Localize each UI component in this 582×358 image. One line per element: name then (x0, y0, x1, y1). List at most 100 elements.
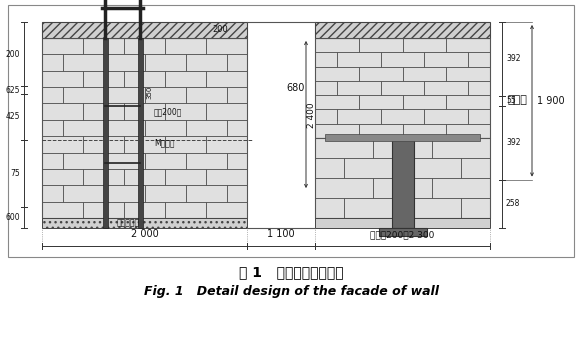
Bar (42, 169, 83, 185)
Bar (165, 71, 206, 87)
Bar (165, 38, 206, 54)
Bar (83, 169, 124, 185)
Bar (403, 67, 446, 81)
Bar (206, 169, 247, 185)
Bar (42, 38, 247, 218)
Bar (468, 110, 490, 124)
Bar (144, 87, 186, 103)
Bar (144, 54, 186, 71)
Text: 混凝土反坎: 混凝土反坎 (116, 218, 140, 227)
Text: 680: 680 (286, 83, 304, 93)
Bar (186, 54, 226, 71)
Bar (315, 178, 373, 198)
Bar (461, 158, 490, 178)
Bar (315, 95, 359, 110)
Bar (186, 87, 226, 103)
Bar (373, 138, 432, 158)
Bar (424, 52, 468, 67)
Bar (42, 22, 247, 38)
Bar (83, 71, 124, 87)
Text: 200: 200 (212, 25, 228, 34)
Bar (104, 153, 144, 169)
Bar (359, 124, 403, 138)
Bar (206, 136, 247, 153)
Text: 1 900: 1 900 (537, 96, 565, 106)
Bar (403, 124, 446, 138)
Bar (468, 81, 490, 95)
Text: Fig. 1   Detail design of the facade of wall: Fig. 1 Detail design of the facade of wa… (144, 285, 438, 299)
Text: 1 100: 1 100 (267, 229, 295, 239)
Bar (315, 110, 337, 124)
Bar (144, 153, 186, 169)
Bar (186, 120, 226, 136)
Bar (42, 136, 83, 153)
Bar (42, 87, 62, 103)
Bar (62, 54, 104, 71)
Bar (104, 120, 144, 136)
Bar (42, 185, 62, 202)
Bar (315, 198, 344, 218)
Bar (103, 38, 108, 228)
Bar (165, 103, 206, 120)
Bar (42, 103, 83, 120)
Text: 625: 625 (5, 86, 20, 95)
Text: 图 1   墙立面深化作业图: 图 1 墙立面深化作业图 (239, 265, 343, 279)
Bar (104, 87, 144, 103)
Bar (83, 202, 124, 218)
Bar (226, 87, 247, 103)
Bar (42, 153, 62, 169)
Bar (315, 38, 490, 138)
Bar (124, 71, 165, 87)
Text: 600: 600 (5, 213, 20, 222)
Bar (83, 103, 124, 120)
Bar (165, 136, 206, 153)
Text: M水平线: M水平线 (154, 139, 175, 147)
Bar (403, 95, 446, 110)
Text: 2 400: 2 400 (307, 102, 315, 128)
Bar (359, 38, 403, 52)
Bar (337, 81, 381, 95)
Bar (124, 38, 165, 54)
Bar (62, 87, 104, 103)
Bar (206, 103, 247, 120)
Bar (379, 228, 427, 236)
Bar (315, 138, 490, 218)
Bar (446, 95, 490, 110)
Bar (403, 158, 461, 178)
Bar (315, 124, 359, 138)
Bar (186, 185, 226, 202)
Bar (315, 138, 373, 158)
Bar (226, 54, 247, 71)
Bar (104, 54, 144, 71)
Bar (42, 120, 62, 136)
Text: 75: 75 (10, 169, 20, 178)
Bar (42, 54, 62, 71)
Text: 392: 392 (506, 54, 520, 63)
Bar (373, 178, 432, 198)
Bar (359, 95, 403, 110)
Bar (468, 52, 490, 67)
Bar (138, 38, 143, 228)
Bar (381, 81, 424, 95)
Bar (62, 185, 104, 202)
Bar (83, 136, 124, 153)
Text: 多孔砖200厚2 300: 多孔砖200厚2 300 (370, 230, 435, 239)
Bar (325, 134, 480, 141)
Text: 混凝土: 混凝土 (508, 95, 528, 105)
Bar (42, 202, 83, 218)
Bar (432, 138, 490, 158)
Text: 200: 200 (5, 50, 20, 59)
Bar (403, 198, 461, 218)
Bar (315, 38, 359, 52)
Bar (403, 38, 446, 52)
Bar (315, 67, 359, 81)
Bar (337, 52, 381, 67)
Bar (124, 202, 165, 218)
Bar (144, 120, 186, 136)
Text: 55: 55 (506, 96, 516, 105)
Bar (461, 198, 490, 218)
Bar (206, 202, 247, 218)
Bar (381, 52, 424, 67)
Bar (432, 178, 490, 198)
Bar (124, 169, 165, 185)
